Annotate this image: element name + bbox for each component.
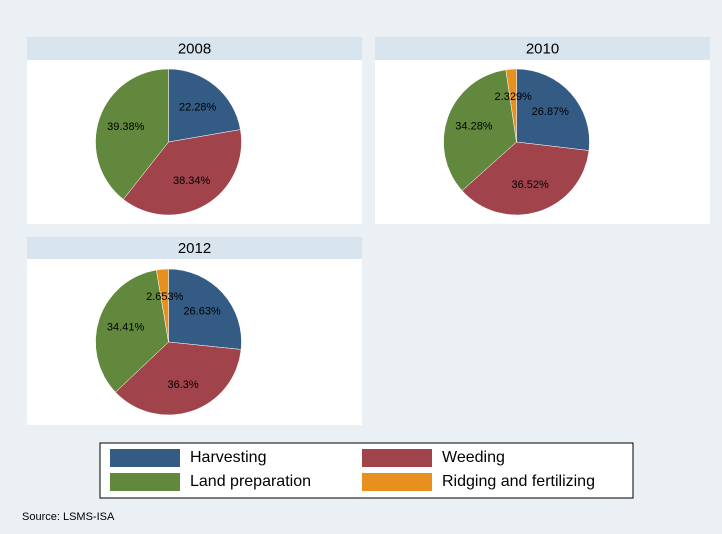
slice-label: 34.28% <box>455 120 493 132</box>
pie-slice <box>168 68 241 143</box>
panel-header <box>375 37 710 60</box>
source: Source: LSMS-ISA <box>22 511 115 523</box>
legend-swatch <box>110 449 180 467</box>
legend-swatch <box>362 449 432 467</box>
pie-slice <box>505 68 517 143</box>
slice-label: 26.63% <box>183 306 221 318</box>
legend-label: Harvesting <box>190 449 266 466</box>
slice-label: 39.38% <box>107 121 145 133</box>
pie-slice <box>156 268 169 343</box>
legend-label: Weeding <box>442 449 505 466</box>
slice-label: 22.28% <box>179 101 217 113</box>
pie-slice <box>95 269 169 393</box>
pie-slice <box>461 141 590 216</box>
pie-slice <box>95 68 169 200</box>
legend-swatch <box>110 473 180 491</box>
pie-slice <box>443 69 517 192</box>
legend-swatch <box>362 473 432 491</box>
pie-title: 2010 <box>526 40 559 57</box>
pie-slice <box>516 68 590 151</box>
pie-title: 2008 <box>178 40 211 57</box>
legend-label: Land preparation <box>190 473 311 490</box>
slice-label: 34.41% <box>107 322 145 334</box>
panel-header <box>27 237 362 259</box>
legend-label: Ridging and fertilizing <box>442 473 595 490</box>
panel-header <box>27 37 362 60</box>
slice-label: 36.52% <box>511 179 549 191</box>
slice-label: 26.87% <box>532 106 570 118</box>
pie-title: 2012 <box>178 240 211 257</box>
pie-slice <box>122 129 242 216</box>
pie-slice <box>115 341 242 416</box>
slice-label: 2.329% <box>495 91 533 103</box>
slice-label: 38.34% <box>173 175 211 187</box>
pie-slice <box>168 268 242 350</box>
slice-label: 36.3% <box>167 379 198 391</box>
slice-label: 2.653% <box>146 291 184 303</box>
